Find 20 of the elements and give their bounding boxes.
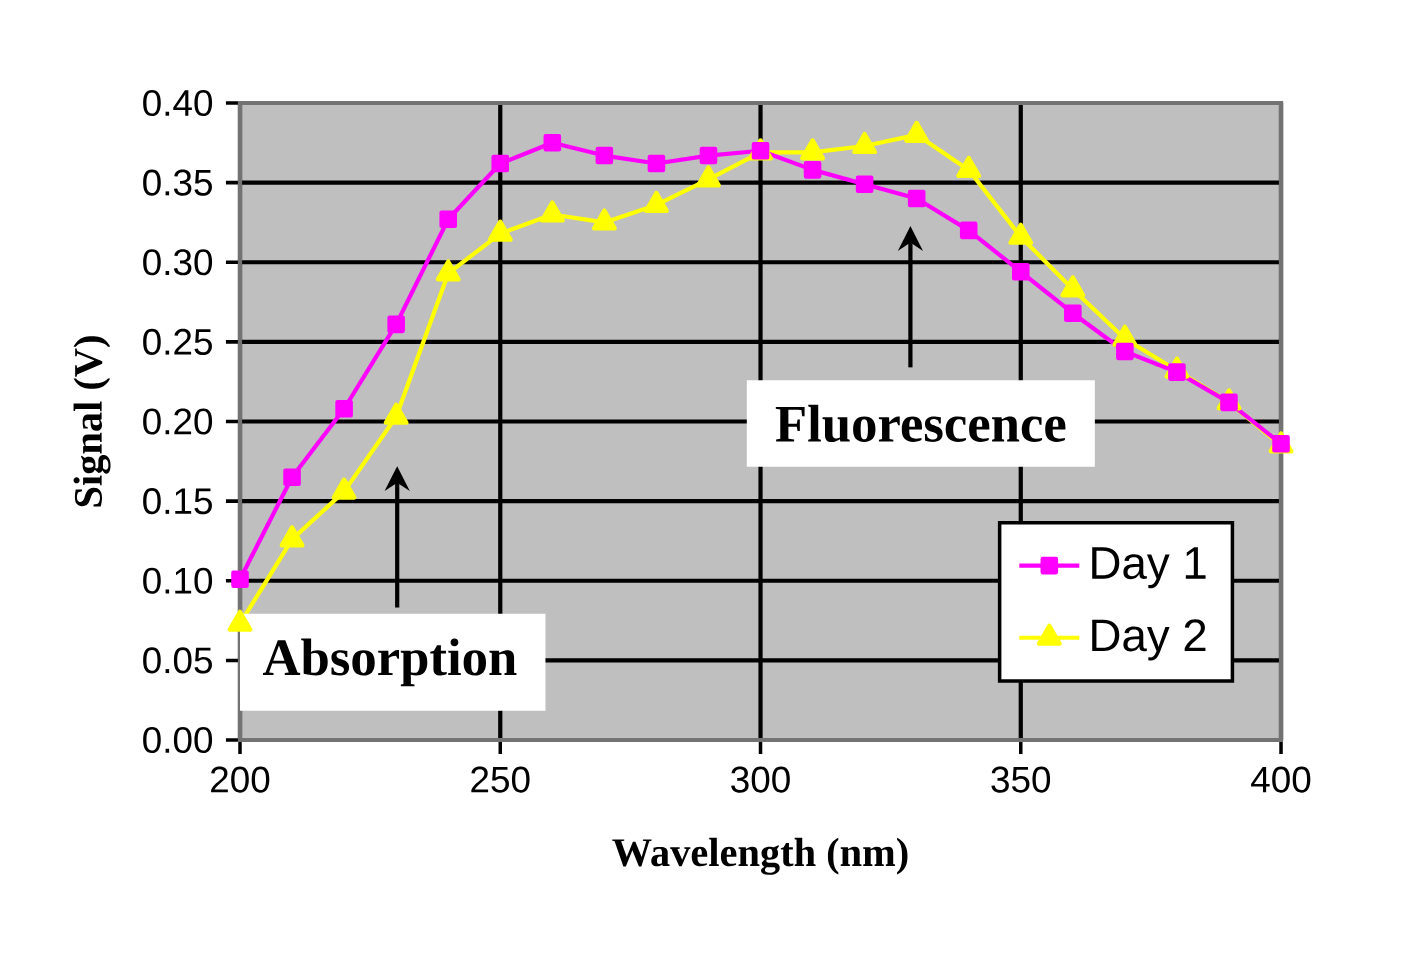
x-tick-label: 350 [991, 766, 1051, 793]
x-tick-label: 200 [211, 766, 270, 793]
y-tick-label: 0.30 [143, 249, 213, 276]
legend-label: Day 2 [1092, 619, 1206, 661]
x-axis-title: Wavelength (nm) [612, 837, 908, 875]
y-tick-label: 0.05 [143, 647, 212, 674]
x-tick-label: 300 [731, 766, 790, 793]
annotation: Fluorescence [775, 404, 1066, 443]
legend-label: Day 1 [1092, 547, 1206, 589]
y-tick-label: 0.25 [143, 328, 212, 355]
y-tick-label: 0.40 [143, 89, 213, 117]
y-tick-label: 0.20 [143, 408, 213, 435]
x-tick-label: 250 [471, 766, 530, 793]
y-tick-label: 0.15 [143, 488, 212, 515]
y-tick-label: 0.35 [143, 169, 212, 196]
annotation: Absorption [262, 638, 517, 687]
y-axis-title: Signal (V) [73, 336, 111, 507]
y-tick-label: 0.10 [143, 567, 213, 594]
y-tick-label: 0.00 [143, 726, 213, 754]
x-tick-label: 400 [1251, 766, 1311, 793]
